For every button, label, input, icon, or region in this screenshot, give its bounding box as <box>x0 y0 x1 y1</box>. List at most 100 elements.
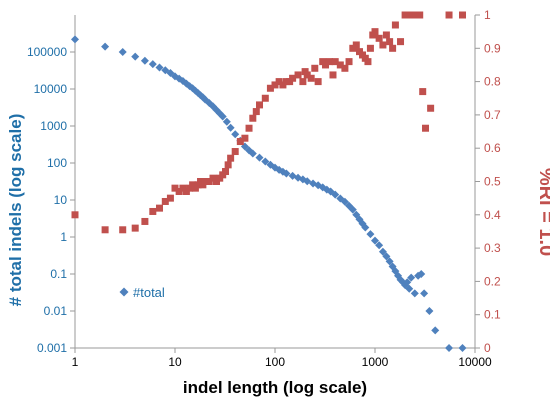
data-point-ri <box>245 124 253 132</box>
series-total-points <box>71 35 467 352</box>
data-point-ri <box>366 44 374 52</box>
data-point-ri <box>261 94 269 102</box>
x-axis-label: indel length (log scale) <box>183 378 367 397</box>
data-point-ri <box>271 81 279 89</box>
data-point-total <box>155 63 164 72</box>
legend-label-total: #total <box>133 285 165 300</box>
data-point-ri <box>352 41 360 49</box>
data-point-total <box>140 56 149 65</box>
y-left-tick-label: 0.01 <box>44 304 68 318</box>
data-point-ri <box>303 71 311 79</box>
y-right-tick-label: 1 <box>484 8 491 22</box>
data-point-ri <box>322 61 330 69</box>
y-left-tick-label: 100 <box>47 156 67 170</box>
data-point-total <box>425 307 434 315</box>
data-point-total <box>405 284 414 293</box>
data-point-total <box>375 241 384 250</box>
y-left-tick-label: 0.001 <box>37 341 67 355</box>
data-point-ri <box>241 134 249 142</box>
data-point-ri <box>222 168 230 176</box>
y-left-tick-label: 0.1 <box>50 267 67 281</box>
data-point-ri <box>252 108 260 116</box>
y-left-tick-label: 10000 <box>34 82 68 96</box>
data-point-total <box>420 289 429 298</box>
y-right-tick-label: 0.2 <box>484 274 501 288</box>
y-left-tick-label: 10 <box>54 193 68 207</box>
data-point-total <box>255 153 264 162</box>
data-point-ri <box>131 224 139 232</box>
data-point-ri <box>156 204 164 212</box>
data-point-ri <box>149 207 157 215</box>
data-point-total <box>382 252 391 261</box>
data-point-total <box>348 205 357 214</box>
legend: #total <box>119 285 165 300</box>
data-point-ri <box>314 78 322 86</box>
data-point-total <box>222 117 231 126</box>
data-point-total <box>71 35 79 44</box>
data-point-ri <box>311 64 319 72</box>
x-axis-ticks: 1 10 100 1000 10000 <box>72 348 492 369</box>
y-right-tick-label: 0.8 <box>484 75 501 89</box>
data-point-ri <box>364 58 372 66</box>
x-tick-label: 10000 <box>458 355 492 369</box>
data-point-ri <box>231 148 239 156</box>
data-point-ri <box>201 178 209 185</box>
data-point-ri <box>289 74 297 82</box>
x-tick-label: 1000 <box>362 355 389 369</box>
data-point-ri <box>397 38 405 46</box>
data-point-ri <box>427 104 435 112</box>
data-point-ri <box>371 28 379 36</box>
y-right-tick-label: 0.1 <box>484 308 501 322</box>
data-point-ri <box>224 161 232 169</box>
legend-marker-total <box>119 287 129 297</box>
data-point-ri <box>119 226 127 234</box>
y-right-tick-label: 0 <box>484 341 491 355</box>
data-point-ri <box>266 84 274 92</box>
data-point-total <box>407 273 416 282</box>
data-point-total <box>410 289 419 298</box>
data-point-ri <box>386 38 394 46</box>
data-point-ri <box>161 197 169 205</box>
data-point-ri <box>236 138 244 146</box>
left-axis-ticks: 0.001 0.01 0.1 1 10 100 1000 10000 100000 <box>27 45 75 355</box>
data-point-ri <box>389 44 397 52</box>
data-point-ri <box>325 58 333 66</box>
data-point-total <box>248 149 257 158</box>
data-point-ri <box>336 61 344 69</box>
data-point-total <box>431 326 440 335</box>
data-point-ri <box>401 11 409 19</box>
x-tick-label: 10 <box>168 355 182 369</box>
data-point-ri <box>416 11 424 19</box>
data-point-ri <box>391 21 399 29</box>
data-point-total <box>340 197 349 206</box>
right-axis-ticks: 0 0.1 0.2 0.3 0.4 0.5 0.6 0.7 0.8 0.9 1 <box>475 8 501 355</box>
data-point-total <box>445 344 454 352</box>
y-axis-right-label: %RI = 1.0 <box>535 168 550 256</box>
data-point-ri <box>375 34 383 42</box>
data-point-ri <box>382 31 390 39</box>
data-point-ri <box>345 58 353 66</box>
data-point-ri <box>405 11 413 19</box>
data-point-total <box>282 169 291 178</box>
data-point-total <box>101 42 110 51</box>
data-point-total <box>118 48 127 56</box>
y-left-tick-label: 1 <box>60 230 67 244</box>
x-tick-label: 1 <box>72 355 79 369</box>
data-point-total <box>226 123 235 132</box>
data-point-ri <box>331 58 339 66</box>
data-point-total <box>148 60 157 69</box>
data-point-ri <box>445 11 453 19</box>
data-point-total <box>385 257 394 266</box>
data-point-ri <box>422 124 430 132</box>
y-right-tick-label: 0.4 <box>484 208 501 222</box>
data-point-ri <box>141 217 149 225</box>
data-point-total <box>403 278 412 287</box>
y-right-tick-label: 0.9 <box>484 41 501 55</box>
data-point-ri <box>275 78 283 86</box>
y-right-tick-label: 0.5 <box>484 175 501 189</box>
data-point-ri <box>227 154 235 162</box>
data-point-total <box>261 157 270 166</box>
data-point-ri <box>329 71 337 79</box>
data-point-ri <box>171 184 179 192</box>
data-point-ri <box>175 187 183 195</box>
